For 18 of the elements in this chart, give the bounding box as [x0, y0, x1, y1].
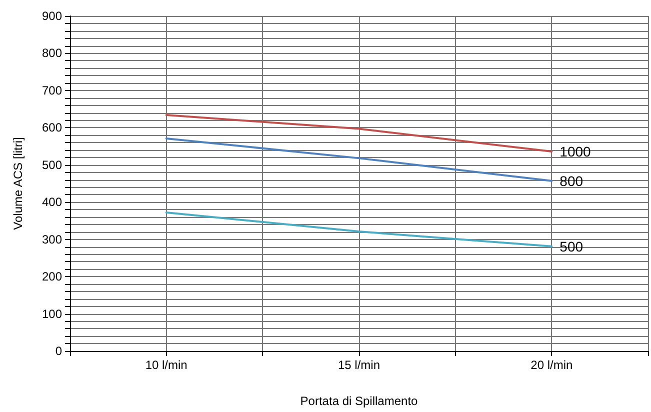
y-tick-label: 100: [42, 306, 62, 321]
y-tick-label: 400: [42, 195, 62, 210]
series-label: 500: [560, 238, 584, 254]
x-tick-label: 15 l/min: [338, 358, 380, 372]
x-axis-title: Portata di Spillamento: [300, 394, 418, 408]
y-tick-label: 700: [42, 83, 62, 98]
y-tick-label: 900: [42, 9, 62, 23]
x-tick-label: 10 l/min: [145, 358, 188, 372]
y-tick-label: 0: [55, 344, 62, 358]
y-tick-label: 200: [42, 270, 62, 284]
x-tick-label: 20 l/min: [530, 358, 573, 372]
y-tick-label: 600: [42, 120, 62, 135]
y-tick-label: 800: [42, 46, 62, 60]
y-tick-label: 300: [42, 232, 62, 246]
series-label: 1000: [560, 143, 592, 160]
y-axis-title: Volume ACS [litri]: [11, 137, 25, 230]
series-label: 800: [560, 172, 584, 189]
y-tick-label: 500: [42, 158, 62, 172]
